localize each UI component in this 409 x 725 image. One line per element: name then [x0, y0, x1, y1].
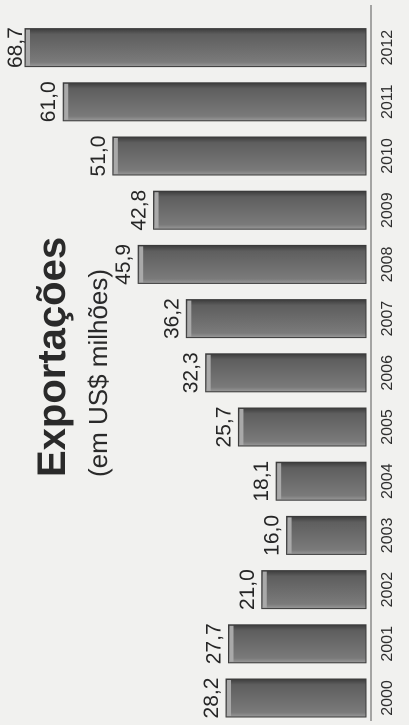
year-label-2009: 2009 — [379, 192, 396, 228]
year-label-2004: 2004 — [379, 463, 396, 499]
bar-2010 — [112, 136, 367, 176]
bar-cap-2004 — [277, 463, 282, 500]
value-label-2009: 42,8 — [128, 190, 151, 231]
bar-2009 — [153, 190, 367, 230]
value-label-2003: 16,0 — [261, 515, 284, 556]
bar-cap-2007 — [187, 300, 192, 337]
year-label-2007: 2007 — [379, 301, 396, 337]
bar-cap-2010 — [113, 138, 118, 174]
bar-2008 — [137, 244, 367, 284]
value-label-2000: 28,2 — [200, 678, 223, 719]
bar-cap-2009 — [154, 192, 159, 229]
value-label-2007: 36,2 — [160, 298, 183, 339]
bar-2000 — [225, 678, 367, 718]
bar-cap-2002 — [262, 571, 267, 608]
bar-cap-2003 — [287, 517, 292, 554]
year-label-2003: 2003 — [379, 518, 396, 554]
year-label-2005: 2005 — [379, 409, 396, 445]
year-label-2011: 2011 — [379, 84, 396, 119]
bars-group — [24, 28, 367, 718]
value-labels-group: 28,2 27,7 21,016,0 18,1 25,7 32,3 36,2 45,9 42,8… — [4, 27, 284, 718]
year-labels-group: 2000 2001 2002 2003 2004 2005 2006 2007 2008 2009… — [379, 30, 396, 716]
year-label-2012: 2012 — [379, 30, 396, 66]
bar-cap-2008 — [139, 246, 144, 283]
value-label-2012: 68,7 — [4, 27, 27, 68]
value-label-2010: 51,0 — [87, 136, 110, 177]
value-label-2002: 21,0 — [236, 569, 259, 610]
value-label-2004: 18,1 — [250, 461, 273, 502]
bar-2011 — [62, 82, 367, 122]
bar-cap-2011 — [64, 83, 69, 120]
chart-title: Exportações — [30, 237, 74, 477]
year-label-2006: 2006 — [379, 355, 396, 391]
value-label-2011: 61,0 — [37, 81, 60, 122]
year-label-2001: 2001 — [379, 626, 396, 662]
bar-2007 — [185, 299, 367, 339]
bar-2001 — [228, 624, 367, 664]
bar-2003 — [286, 515, 367, 555]
chart-subtitle: (em US$ milhões) — [83, 269, 113, 477]
bar-2004 — [275, 461, 367, 501]
value-label-2008: 45,9 — [112, 244, 135, 285]
bar-2006 — [205, 353, 367, 393]
bar-cap-2000 — [227, 680, 232, 716]
year-label-2010: 2010 — [379, 138, 396, 174]
bar-2012 — [24, 28, 367, 68]
bar-2005 — [237, 407, 367, 447]
bar-cap-2001 — [229, 625, 234, 662]
value-label-2001: 27,7 — [203, 623, 226, 664]
year-label-2008: 2008 — [379, 247, 396, 283]
bar-cap-2012 — [26, 29, 30, 66]
year-label-2000: 2000 — [379, 680, 396, 716]
bar-cap-2005 — [239, 409, 244, 445]
value-label-2006: 32,3 — [180, 352, 203, 393]
year-label-2002: 2002 — [379, 572, 396, 608]
value-label-2005: 25,7 — [212, 407, 235, 448]
bar-cap-2006 — [206, 354, 211, 391]
bar-2002 — [261, 570, 367, 610]
